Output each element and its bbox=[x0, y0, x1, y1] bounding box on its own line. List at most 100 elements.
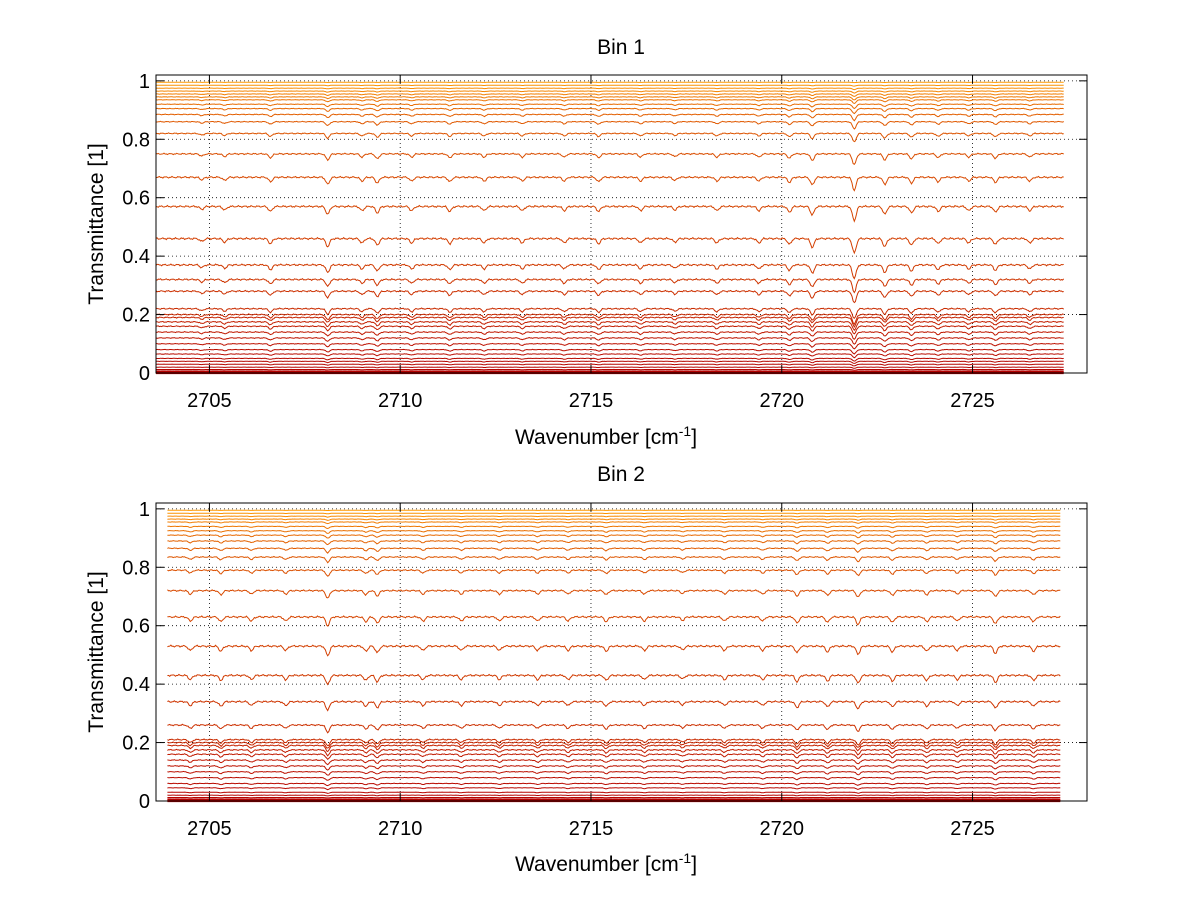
x-axis-label: Wavenumber [cm-1] bbox=[515, 850, 697, 876]
transmittance-series-line bbox=[167, 568, 1061, 577]
transmittance-series-line bbox=[167, 518, 1061, 521]
x-tick-label: 2710 bbox=[378, 390, 423, 412]
x-axis-label: Wavenumber [cm-1] bbox=[515, 423, 697, 449]
x-tick-label: 2720 bbox=[760, 390, 805, 412]
transmittance-series-line bbox=[156, 84, 1064, 87]
transmittance-series-line bbox=[155, 360, 1064, 364]
transmittance-series-line bbox=[156, 96, 1064, 101]
y-tick-label: 0.6 bbox=[122, 188, 150, 210]
transmittance-series-line bbox=[155, 263, 1064, 280]
transmittance-series-line bbox=[155, 320, 1064, 332]
grid-lines bbox=[156, 75, 1087, 374]
transmittance-series-line bbox=[155, 113, 1064, 122]
transmittance-series-line bbox=[156, 93, 1064, 97]
transmittance-series-line bbox=[155, 99, 1064, 104]
transmittance-series-line bbox=[167, 770, 1061, 776]
transmittance-series-line bbox=[155, 307, 1064, 320]
transmittance-series-line bbox=[167, 521, 1061, 525]
transmittance-series-line bbox=[155, 152, 1064, 165]
tick-marks bbox=[156, 75, 1087, 374]
y-tick-label: 0 bbox=[139, 363, 150, 385]
transmittance-series-line bbox=[167, 525, 1061, 530]
series-group bbox=[155, 81, 1065, 375]
y-axis-label: Transmittance [1] bbox=[85, 143, 108, 304]
x-tick-labels: 2705 2710 2715 2720 2725 bbox=[187, 818, 995, 840]
y-tick-label: 0 bbox=[139, 791, 150, 813]
transmittance-series-line bbox=[167, 782, 1061, 787]
transmittance-series-line bbox=[155, 336, 1064, 345]
transmittance-series-line bbox=[156, 175, 1064, 192]
y-tick-label: 0.8 bbox=[122, 129, 150, 151]
bin-1-panel: Bin 1 2705 2710 2715 2720 2725 0 0.2 0.4 0.6 0.8… bbox=[85, 36, 1088, 449]
y-tick-labels: 0 0.2 0.4 0.6 0.8 1 bbox=[122, 499, 150, 813]
y-tick-labels: 0 0.2 0.4 0.6 0.8 1 bbox=[122, 71, 150, 385]
transmittance-series-line bbox=[167, 738, 1061, 747]
transmittance-series-line bbox=[167, 796, 1061, 799]
transmittance-series-line bbox=[167, 776, 1061, 781]
y-tick-label: 0.2 bbox=[122, 733, 150, 755]
y-tick-label: 1 bbox=[139, 71, 150, 93]
transmittance-series-line bbox=[167, 759, 1061, 766]
transmittance-series-line bbox=[167, 512, 1061, 515]
transmittance-series-line bbox=[167, 644, 1061, 657]
bin-2-panel: Bin 2 2705 2710 2715 2720 2725 0 0.2 0.4 0.6 0.8… bbox=[85, 463, 1088, 876]
transmittance-series-line bbox=[167, 534, 1061, 539]
transmittance-series-line bbox=[155, 348, 1064, 355]
transmittance-series-line bbox=[156, 366, 1064, 369]
axes-frame bbox=[155, 502, 1088, 802]
axes-frame bbox=[155, 74, 1088, 374]
transmittance-series-line bbox=[167, 700, 1061, 712]
transmittance-series-line bbox=[167, 555, 1061, 564]
transmittance-series-line bbox=[156, 90, 1064, 94]
transmittance-series-line bbox=[155, 87, 1064, 91]
transmittance-series-line bbox=[155, 325, 1064, 335]
transmittance-series-line bbox=[167, 748, 1061, 757]
transmittance-series-line bbox=[167, 673, 1061, 686]
transmittance-series-line bbox=[155, 353, 1064, 359]
x-tick-labels: 2705 2710 2715 2720 2725 bbox=[187, 390, 995, 412]
x-tick-label: 2725 bbox=[950, 390, 995, 412]
transmittance-series-line bbox=[155, 342, 1064, 350]
chart-title: Bin 2 bbox=[597, 463, 645, 486]
x-tick-label: 2720 bbox=[760, 818, 805, 840]
transmittance-series-line bbox=[167, 723, 1061, 734]
chart-title: Bin 1 bbox=[597, 36, 645, 59]
x-tick-label: 2705 bbox=[187, 818, 232, 840]
x-tick-label: 2725 bbox=[950, 818, 995, 840]
x-tick-label: 2705 bbox=[187, 390, 232, 412]
transmittance-series-line bbox=[155, 289, 1064, 304]
transmittance-series-line bbox=[155, 204, 1064, 223]
transmittance-series-line bbox=[155, 236, 1064, 255]
x-tick-label: 2715 bbox=[569, 390, 614, 412]
transmittance-series-line bbox=[155, 277, 1065, 294]
transmittance-series-line bbox=[155, 103, 1064, 110]
transmittance-series-line bbox=[155, 331, 1064, 340]
transmittance-series-line bbox=[167, 547, 1061, 554]
y-tick-label: 0.4 bbox=[122, 674, 150, 696]
transmittance-series-line bbox=[167, 794, 1061, 797]
y-tick-label: 0.6 bbox=[122, 616, 150, 638]
y-tick-label: 0.8 bbox=[122, 557, 150, 579]
transmittance-series-line bbox=[156, 368, 1064, 371]
y-tick-label: 0.4 bbox=[122, 246, 150, 268]
x-tick-label: 2710 bbox=[378, 818, 423, 840]
y-tick-label: 0.2 bbox=[122, 305, 150, 327]
transmittance-series-line bbox=[155, 357, 1064, 362]
transmittance-series-line bbox=[167, 744, 1061, 753]
transmittance-series-line bbox=[167, 615, 1061, 627]
y-axis-label: Transmittance [1] bbox=[85, 571, 108, 732]
transmittance-series-line bbox=[167, 515, 1061, 518]
transmittance-series-line bbox=[167, 741, 1061, 749]
transmittance-series-line bbox=[155, 363, 1064, 367]
grid-lines bbox=[156, 503, 1087, 802]
transmittance-series-line bbox=[155, 313, 1064, 326]
transmittance-series-line bbox=[155, 107, 1064, 115]
tick-marks bbox=[156, 503, 1087, 802]
transmittance-series-line bbox=[167, 529, 1061, 534]
transmittance-series-line bbox=[156, 120, 1064, 130]
x-tick-label: 2715 bbox=[569, 818, 614, 840]
transmittance-series-line bbox=[167, 787, 1061, 791]
transmittance-series-line bbox=[167, 791, 1061, 794]
transmittance-series-line bbox=[155, 316, 1064, 329]
